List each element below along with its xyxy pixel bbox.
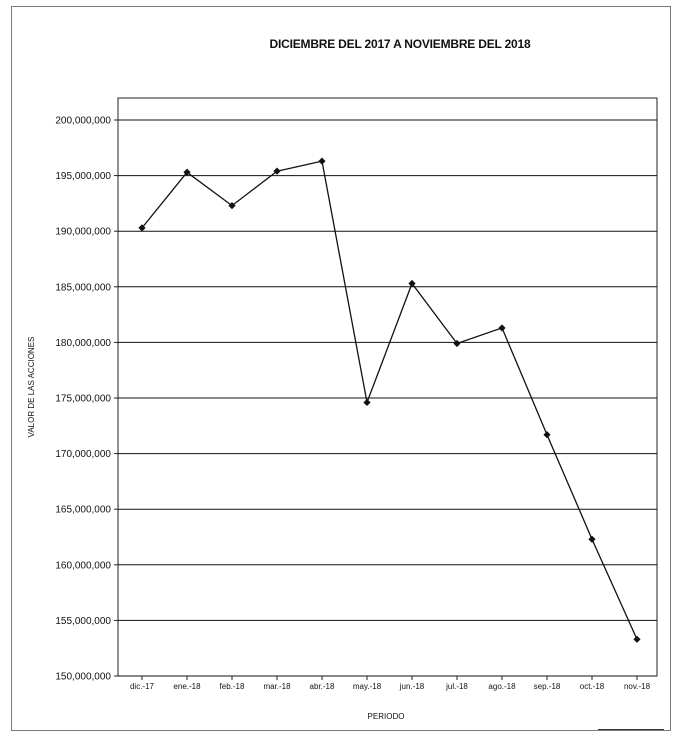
data-point-marker	[633, 635, 641, 643]
x-tick-label: mar.-18	[263, 682, 291, 691]
x-tick-label: nov.-18	[624, 682, 651, 691]
data-point-marker	[228, 202, 236, 210]
y-tick-label: 195,000,000	[55, 171, 111, 182]
y-tick-label: 190,000,000	[55, 227, 111, 238]
y-tick-label: 170,000,000	[55, 449, 111, 460]
x-tick-label: ene.-18	[173, 682, 201, 691]
x-tick-label: abr.-18	[310, 682, 335, 691]
y-tick-label: 180,000,000	[55, 338, 111, 349]
data-point-marker	[138, 224, 146, 232]
x-tick-label: jul.-18	[445, 682, 468, 691]
plot-area	[117, 97, 658, 677]
y-tick-label: 175,000,000	[55, 394, 111, 405]
y-tick-labels: 150,000,000 155,000,000 160,000,000 165,000…	[55, 116, 111, 683]
x-tick-label: feb.-18	[220, 682, 245, 691]
data-point-marker	[273, 167, 281, 175]
data-point-marker	[543, 431, 551, 439]
chart-title: DICIEMBRE DEL 2017 A NOVIEMBRE DEL 2018	[269, 37, 531, 51]
x-tick-label: oct.-18	[580, 682, 605, 691]
chart-frame	[11, 6, 671, 731]
data-point-marker	[588, 535, 596, 543]
y-tick-label: 185,000,000	[55, 282, 111, 293]
x-tick-label: jun.-18	[399, 682, 425, 691]
y-axis-title: VALOR DE LAS ACCIONES	[27, 337, 36, 438]
x-tick-label: dic.-17	[130, 682, 155, 691]
y-tick-label: 160,000,000	[55, 560, 111, 571]
x-tick-label: sep.-18	[534, 682, 561, 691]
grid-lines	[114, 119, 657, 677]
y-tick-label: 150,000,000	[55, 672, 111, 683]
bottom-rule	[598, 729, 664, 730]
x-tick-label: ago.-18	[488, 682, 516, 691]
y-tick-label: 165,000,000	[55, 505, 111, 516]
x-tick-label: may.-18	[353, 682, 382, 691]
data-point-marker	[498, 324, 506, 332]
y-tick-label: 200,000,000	[55, 116, 111, 127]
y-tick-label: 155,000,000	[55, 616, 111, 627]
data-point-marker	[318, 157, 326, 165]
data-point-marker	[183, 168, 191, 176]
x-tick-labels: dic.-17 ene.-18 feb.-18 mar.-18 abr.-18 may.-…	[130, 676, 651, 691]
data-point-marker	[363, 398, 371, 407]
data-point-marker	[453, 339, 461, 348]
x-axis-title: PERIODO	[368, 712, 405, 721]
series-layer	[138, 157, 641, 643]
data-point-marker	[408, 279, 416, 288]
series-line	[141, 160, 638, 640]
